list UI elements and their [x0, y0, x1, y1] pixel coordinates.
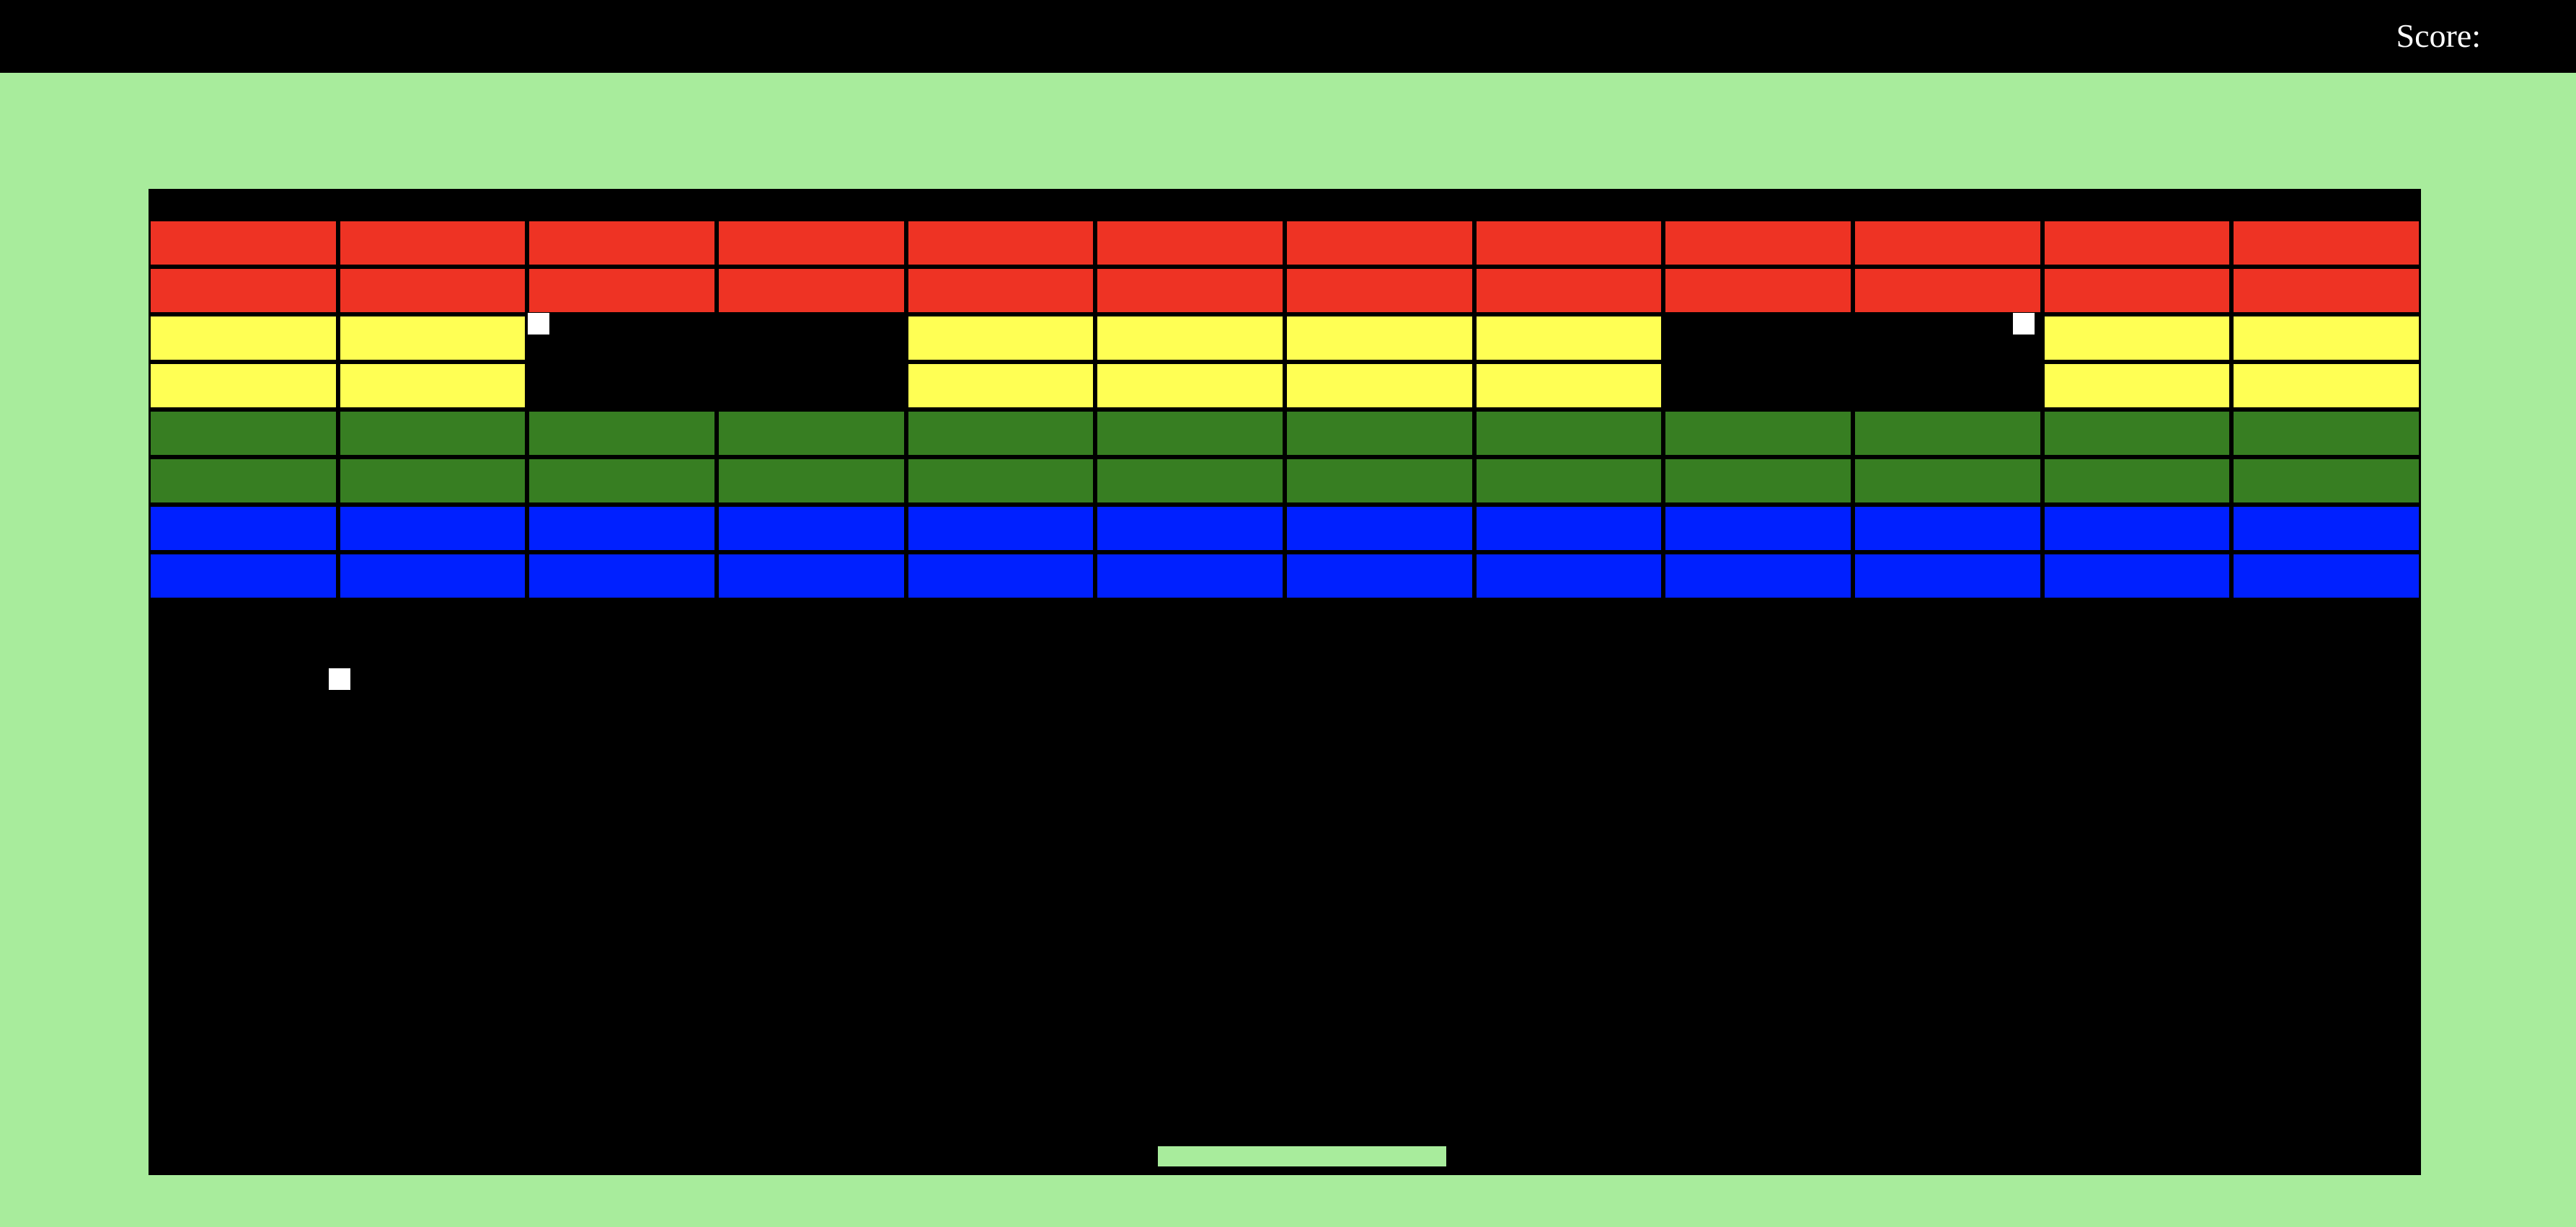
brick-green [2042, 457, 2232, 505]
brick-green [149, 457, 338, 505]
brick-blue [906, 505, 1096, 552]
brick-blue [1663, 552, 1853, 600]
brick-red [2231, 267, 2421, 314]
brick-blue [527, 552, 717, 600]
brick-yellow [1474, 362, 1664, 409]
brick-green [527, 409, 717, 457]
brick-green [717, 409, 906, 457]
brick-green [2231, 457, 2421, 505]
brick-yellow [337, 362, 528, 409]
brick-green [1663, 409, 1853, 457]
brick-blue [149, 552, 338, 600]
brick-red [149, 219, 338, 267]
brick-yellow [1095, 362, 1285, 409]
brick-green [1853, 409, 2042, 457]
brick-red [1095, 219, 1285, 267]
brick-yellow [906, 362, 1096, 409]
brick-yellow [906, 314, 1096, 362]
brick-blue [337, 552, 528, 600]
brick-yellow [149, 362, 338, 409]
brick-blue [527, 505, 717, 552]
brick-red [1095, 267, 1285, 314]
brick-yellow [337, 314, 528, 362]
brick-red [337, 219, 528, 267]
brick-red [527, 219, 717, 267]
brick-green [527, 457, 717, 505]
score-label: Score: [2396, 17, 2481, 54]
brick-blue [1853, 505, 2042, 552]
brick-blue [2231, 505, 2421, 552]
ball [2013, 313, 2035, 335]
brick-yellow [1285, 362, 1474, 409]
brick-red [527, 267, 717, 314]
brick-blue [1285, 552, 1474, 600]
brick-green [1474, 457, 1664, 505]
brick-blue [717, 552, 906, 600]
brick-blue [149, 505, 338, 552]
ball [528, 313, 549, 335]
score-display: Score: [2396, 14, 2491, 58]
ball [329, 668, 350, 690]
brick-blue [1095, 552, 1285, 600]
brick-red [2042, 219, 2232, 267]
brick-blue [1663, 505, 1853, 552]
brick-blue [1474, 505, 1664, 552]
brick-blue [2042, 505, 2232, 552]
brick-red [1853, 267, 2042, 314]
brick-yellow [2231, 314, 2421, 362]
brick-blue [2042, 552, 2232, 600]
brick-green [337, 409, 528, 457]
brick-red [1474, 219, 1664, 267]
brick-green [1095, 457, 1285, 505]
brick-red [717, 267, 906, 314]
brick-green [1095, 409, 1285, 457]
brick-green [717, 457, 906, 505]
brick-yellow [1474, 314, 1664, 362]
brick-green [906, 409, 1096, 457]
brick-green [1663, 457, 1853, 505]
game-board[interactable] [149, 189, 2421, 1175]
brick-yellow [2042, 314, 2232, 362]
brick-red [1663, 219, 1853, 267]
brick-red [906, 267, 1096, 314]
brick-red [1285, 267, 1474, 314]
brick-blue [337, 505, 528, 552]
brick-green [2042, 409, 2232, 457]
brick-green [906, 457, 1096, 505]
brick-yellow [2042, 362, 2232, 409]
brick-blue [717, 505, 906, 552]
brick-red [1853, 219, 2042, 267]
brick-green [1853, 457, 2042, 505]
brick-yellow [1095, 314, 1285, 362]
top-bar: Score: [0, 0, 2576, 73]
brick-red [2042, 267, 2232, 314]
brick-green [1474, 409, 1664, 457]
brick-green [149, 409, 338, 457]
brick-yellow [149, 314, 338, 362]
brick-blue [2231, 552, 2421, 600]
brick-blue [1095, 505, 1285, 552]
brick-green [2231, 409, 2421, 457]
brick-green [1285, 409, 1474, 457]
brick-blue [1285, 505, 1474, 552]
brick-green [337, 457, 528, 505]
brick-red [1285, 219, 1474, 267]
brick-blue [906, 552, 1096, 600]
brick-red [717, 219, 906, 267]
brick-red [337, 267, 528, 314]
brick-red [1474, 267, 1664, 314]
brick-green [1285, 457, 1474, 505]
brick-red [149, 267, 338, 314]
brick-blue [1474, 552, 1664, 600]
paddle[interactable] [1158, 1146, 1446, 1166]
brick-blue [1853, 552, 2042, 600]
brick-yellow [2231, 362, 2421, 409]
brick-red [906, 219, 1096, 267]
brick-red [2231, 219, 2421, 267]
brick-red [1663, 267, 1853, 314]
brick-yellow [1285, 314, 1474, 362]
